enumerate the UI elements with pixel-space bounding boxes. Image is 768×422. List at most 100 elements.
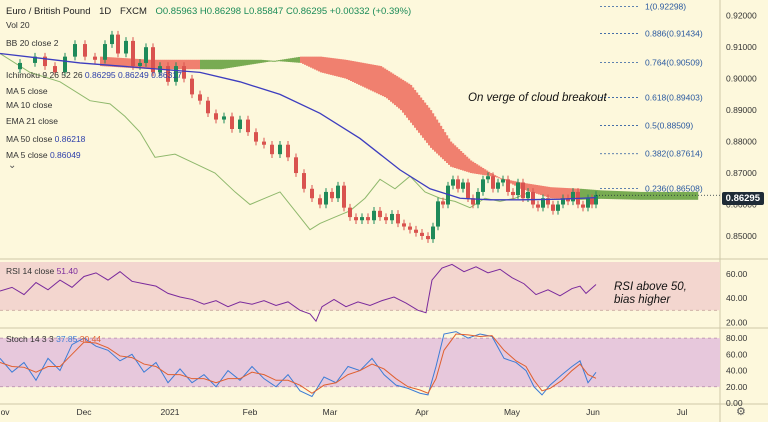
ichimoku-cloud-slice [478, 165, 481, 175]
ichimoku-cloud-slice [608, 190, 611, 200]
ichimoku-cloud-slice [630, 191, 633, 200]
ichimoku-cloud-slice [536, 185, 539, 194]
ichimoku-cloud-slice [406, 82, 409, 118]
ichimoku-cloud-slice [370, 64, 373, 91]
legend-item[interactable]: EMA 21 close [6, 116, 58, 126]
ichimoku-cloud-slice [498, 177, 501, 179]
legend-label: MA 50 close [6, 134, 55, 144]
ichimoku-cloud-slice [256, 59, 259, 64]
ichimoku-cloud-slice [244, 59, 247, 66]
candle-body [461, 182, 465, 189]
candle-body [342, 185, 346, 208]
ichimoku-cloud-slice [564, 187, 567, 199]
candle-body [456, 179, 460, 189]
candle-body [63, 56, 67, 73]
ichimoku-cloud-slice [136, 58, 139, 69]
ichimoku-cloud-slice [328, 57, 331, 75]
candle-body [318, 198, 322, 205]
ichimoku-cloud-slice [312, 56, 315, 69]
ichimoku-cloud-slice [178, 59, 181, 70]
ichimoku-cloud-slice [454, 145, 457, 169]
legend-item[interactable]: MA 5 close [6, 86, 48, 96]
ichimoku-cloud-slice [334, 58, 337, 76]
ichimoku-cloud-slice [228, 59, 231, 68]
ichimoku-cloud-slice [234, 59, 237, 68]
ichimoku-cloud-slice [554, 187, 557, 199]
ichimoku-cloud-slice [360, 62, 363, 86]
ichimoku-cloud-slice [402, 79, 405, 113]
legend-item[interactable]: MA 5 close 0.86049 [6, 150, 81, 160]
candle-body [270, 144, 274, 155]
ohlc-readout: O0.85963 H0.86298 L0.85847 C0.86295 +0.0… [155, 6, 412, 17]
ichimoku-cloud-slice [354, 61, 357, 83]
ichimoku-cloud-slice [666, 191, 669, 200]
ichimoku-cloud-slice [496, 176, 499, 178]
ichimoku-cloud-slice [268, 60, 271, 62]
ichimoku-cloud-slice [624, 191, 627, 200]
legend-item[interactable]: MA 10 close [6, 100, 52, 110]
rsi-tick-label: 60.00 [726, 269, 748, 279]
data-source: FXCM [119, 6, 147, 17]
candle-body [254, 132, 258, 142]
ichimoku-cloud-slice [456, 147, 459, 169]
timeframe[interactable]: 1D [99, 6, 112, 17]
candle-body [414, 229, 418, 233]
ichimoku-cloud-slice [314, 56, 317, 70]
ichimoku-cloud-slice [396, 76, 399, 107]
legend-item[interactable]: BB 20 close 2 [6, 38, 58, 48]
ichimoku-cloud-slice [422, 100, 425, 138]
legend-item[interactable]: Vol 20 [6, 20, 30, 30]
time-axis-label: Jul [677, 407, 688, 417]
ichimoku-cloud-slice [540, 185, 543, 196]
ichimoku-cloud-slice [378, 65, 381, 95]
rsi-header: RSI 14 close 51.40 [6, 266, 78, 276]
candle-body [516, 182, 520, 196]
ichimoku-cloud-slice [332, 58, 335, 76]
ichimoku-cloud-slice [438, 122, 441, 156]
legend-item[interactable]: MA 50 close 0.86218 [6, 134, 85, 144]
legend-value: 0.86049 [49, 150, 81, 160]
ichimoku-cloud-slice [528, 183, 531, 192]
ichimoku-cloud-slice [642, 191, 645, 200]
candle-body [491, 176, 495, 189]
ichimoku-cloud-slice [400, 78, 403, 111]
ichimoku-cloud-slice [274, 60, 277, 62]
ichimoku-cloud-slice [338, 58, 341, 77]
ichimoku-cloud-slice [270, 60, 273, 62]
ichimoku-cloud-slice [224, 59, 227, 69]
ichimoku-cloud-slice [458, 149, 461, 170]
candle-body [481, 179, 485, 192]
ichimoku-cloud-slice [488, 171, 491, 176]
ichimoku-cloud-slice [416, 92, 419, 131]
legend-label: MA 10 close [6, 100, 53, 110]
collapse-chevron-icon[interactable]: ⌄ [8, 160, 17, 171]
candle-body [496, 182, 500, 189]
candle-body [33, 56, 37, 63]
ichimoku-cloud-slice [490, 173, 493, 177]
ichimoku-cloud-slice [546, 186, 549, 197]
stoch-label: Stoch 14 3 3 [6, 334, 54, 344]
ichimoku-cloud-slice [652, 191, 655, 200]
ichimoku-cloud-slice [590, 189, 593, 200]
candle-body [501, 179, 505, 183]
stoch-tick-label: 20.00 [726, 382, 748, 392]
ichimoku-cloud-slice [638, 191, 641, 200]
stoch-band [0, 338, 720, 387]
legend-item[interactable]: Ichimoku 9 26 52 26 0.86295 0.86249 0.86… [6, 70, 182, 80]
candle-body [486, 176, 490, 180]
candle-body [18, 62, 22, 70]
ichimoku-cloud-slice [322, 56, 325, 73]
ichimoku-cloud-slice [558, 187, 561, 199]
ichimoku-cloud-slice [306, 56, 309, 66]
settings-gear-icon[interactable]: ⚙ [736, 406, 746, 418]
ichimoku-cloud-slice [686, 191, 689, 200]
ichimoku-cloud-slice [582, 188, 585, 200]
ichimoku-cloud-slice [226, 59, 229, 69]
ichimoku-cloud-slice [632, 191, 635, 200]
candle-body [330, 191, 334, 199]
ichimoku-cloud-slice [142, 59, 145, 69]
legend-value: 0.86218 [54, 134, 86, 144]
ichimoku-cloud-slice [484, 169, 487, 176]
candle-body [302, 173, 306, 189]
